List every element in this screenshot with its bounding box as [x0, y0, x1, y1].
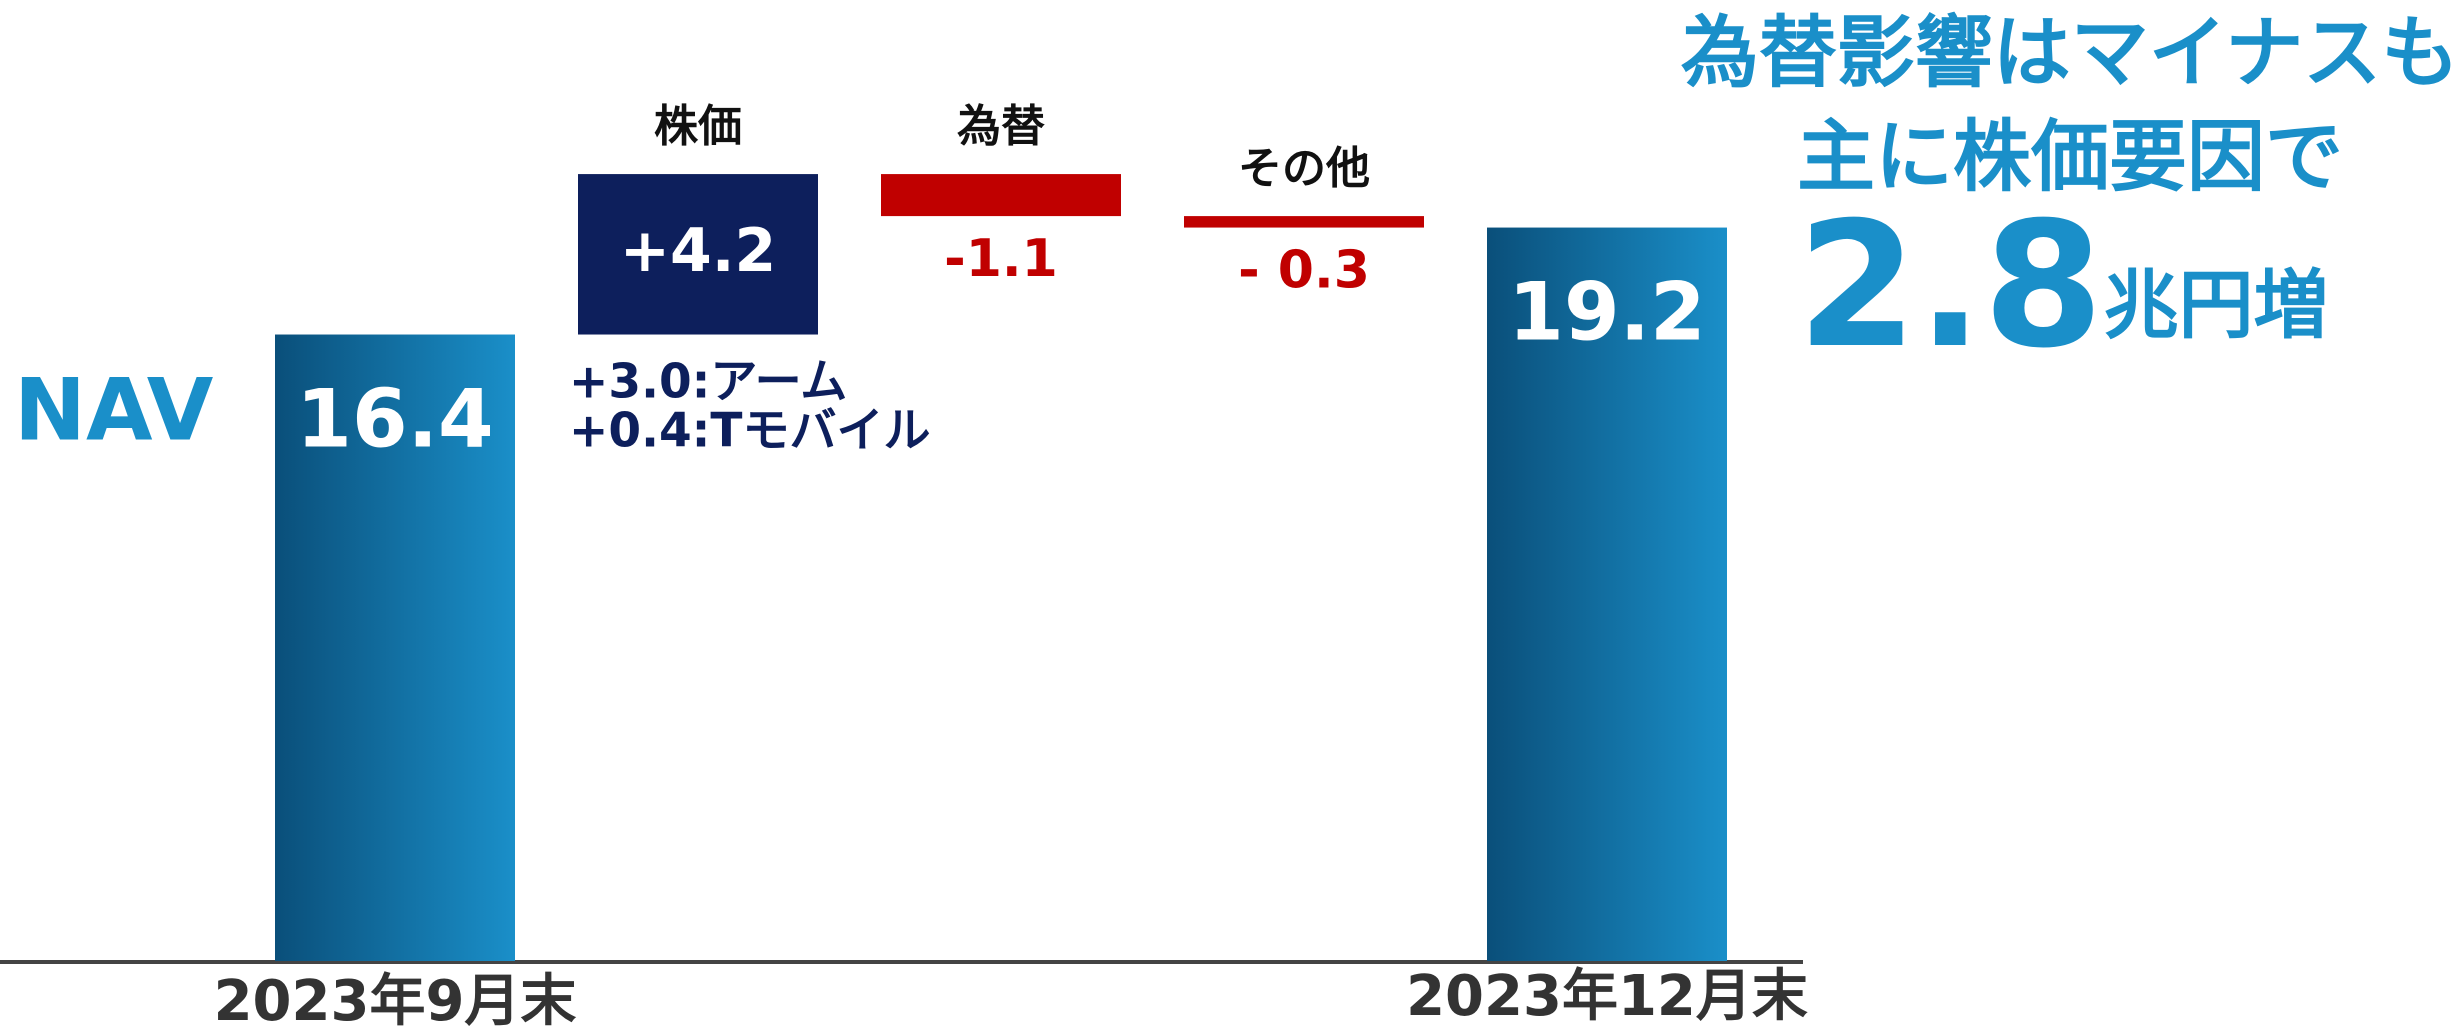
annotation: +3.0:アーム [569, 355, 847, 410]
bar [1184, 216, 1424, 228]
category-label: 2023年12月末 [1406, 964, 1808, 1029]
annotation: +0.4:Tモバイル [569, 404, 931, 459]
category-label: 株価 [654, 101, 742, 152]
headline-figure: 2.8兆円増 [1797, 184, 2328, 386]
value-label: 19.2 [1508, 266, 1705, 359]
bar [275, 334, 515, 961]
bar [1487, 227, 1727, 961]
value-label: -1.1 [944, 229, 1058, 289]
value-label: 16.4 [296, 372, 493, 465]
bar [578, 174, 818, 335]
headline-title: 為替影響はマイナスも [1681, 8, 2459, 98]
headline-subtitle: 主に株価要因で [1797, 112, 2343, 202]
category-label: 為替 [957, 101, 1045, 152]
headline-unit: 兆円増 [2103, 261, 2328, 349]
category-label: 2023年9月末 [214, 969, 577, 1032]
value-label: - 0.3 [1238, 241, 1370, 301]
headline-value: 2.8 [1797, 184, 2103, 386]
bar [881, 174, 1121, 217]
y-label: NAV [14, 360, 214, 460]
value-label: +4.2 [620, 216, 777, 286]
category-label: その他 [1238, 143, 1370, 194]
